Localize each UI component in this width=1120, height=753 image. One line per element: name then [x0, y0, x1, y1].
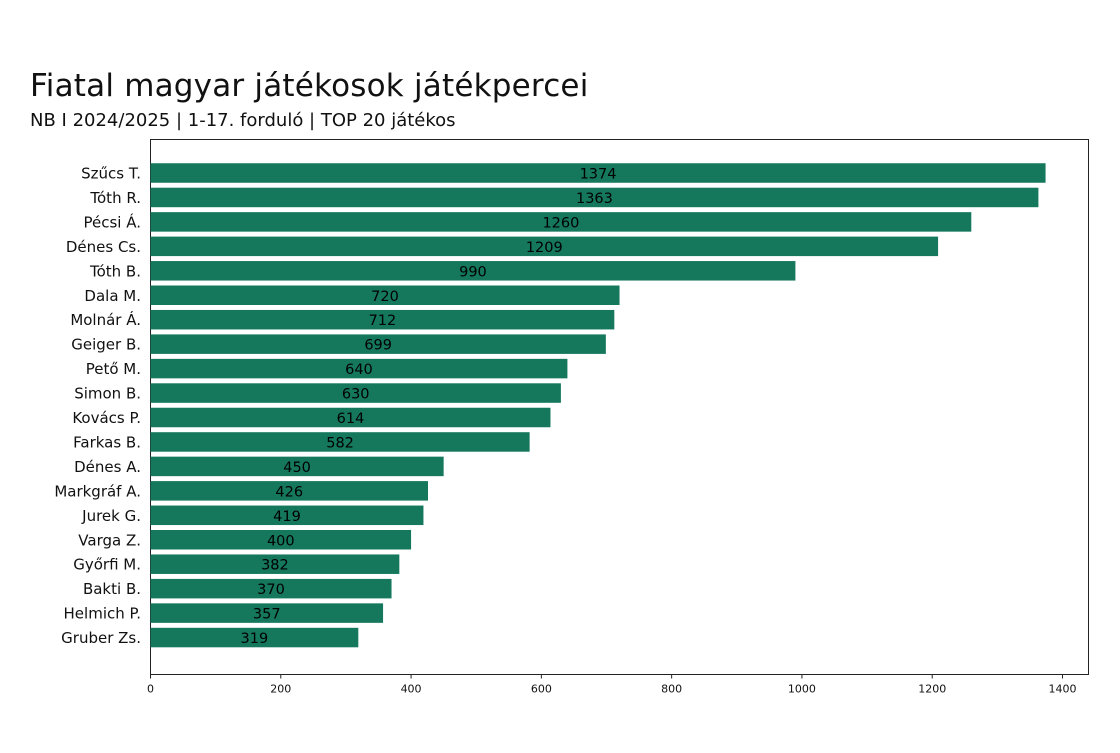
category-label: Simon B. [74, 385, 141, 403]
data-label: 630 [342, 387, 370, 403]
category-label: Tóth R. [89, 189, 141, 207]
bar [150, 358, 568, 379]
bar [150, 456, 444, 477]
bar [150, 481, 429, 501]
category-label: Szűcs T. [81, 165, 141, 183]
data-label: 699 [364, 338, 392, 354]
x-tick-label: 1200 [918, 683, 946, 696]
data-label: 990 [459, 264, 487, 280]
bar [150, 285, 620, 305]
plot-frame [150, 139, 1089, 675]
x-tick-label: 600 [531, 683, 552, 696]
category-label: Dala M. [84, 287, 141, 305]
bar [150, 212, 972, 232]
bar [150, 334, 606, 354]
data-label: 720 [371, 289, 399, 305]
data-label: 450 [283, 460, 311, 476]
category-label: Molnár Á. [70, 310, 141, 329]
data-label: 1374 [580, 167, 617, 183]
data-label: 712 [369, 313, 397, 329]
category-label: Dénes Cs. [66, 238, 141, 256]
bar [150, 407, 551, 428]
category-label: Dénes A. [74, 458, 141, 476]
category-label: Bakti B. [83, 580, 141, 598]
category-label: Jurek G. [81, 507, 141, 525]
x-tick-label: 200 [270, 683, 291, 696]
bar [150, 432, 530, 452]
data-label: 640 [345, 362, 373, 378]
chart-title: Fiatal magyar játékosok játékpercei [30, 68, 589, 104]
bar [150, 554, 400, 574]
bar [150, 627, 359, 648]
data-label: 419 [273, 509, 301, 525]
category-label: Pető M. [86, 360, 141, 378]
x-tick-label: 1400 [1049, 683, 1077, 696]
category-label: Varga Z. [78, 531, 141, 549]
data-label: 357 [253, 607, 281, 623]
data-label: 1363 [576, 191, 613, 207]
data-label: 370 [257, 582, 285, 598]
data-label: 400 [267, 533, 295, 549]
data-label: 1209 [526, 240, 563, 256]
category-label: Markgráf A. [54, 482, 141, 500]
bar [150, 603, 384, 623]
data-label: 582 [326, 435, 354, 451]
category-label: Tóth B. [89, 262, 141, 280]
category-label: Geiger B. [71, 336, 141, 354]
bar [150, 309, 615, 330]
x-tick-label: 800 [661, 683, 682, 696]
bar [150, 530, 412, 550]
bar [150, 187, 1039, 208]
bar [150, 383, 561, 403]
category-label: Győrfi M. [73, 556, 141, 574]
category-label: Helmich P. [64, 605, 141, 623]
bar [150, 261, 796, 281]
category-label: Pécsi Á. [83, 212, 141, 231]
data-label: 614 [337, 411, 365, 427]
bar [150, 578, 392, 599]
data-label: 1260 [542, 215, 579, 231]
category-label: Farkas B. [73, 433, 141, 451]
data-label: 319 [241, 631, 269, 647]
bar [150, 236, 939, 257]
data-label: 426 [275, 484, 303, 500]
x-tick-label: 400 [401, 683, 422, 696]
x-tick-label: 0 [147, 683, 154, 696]
chart-subtitle: NB I 2024/2025 | 1-17. forduló | TOP 20 … [30, 110, 456, 131]
category-label: Kovács P. [72, 409, 141, 427]
data-label: 382 [261, 558, 289, 574]
category-label: Gruber Zs. [61, 629, 141, 647]
x-tick-label: 1000 [788, 683, 816, 696]
bar [150, 505, 424, 526]
bar [150, 163, 1046, 183]
